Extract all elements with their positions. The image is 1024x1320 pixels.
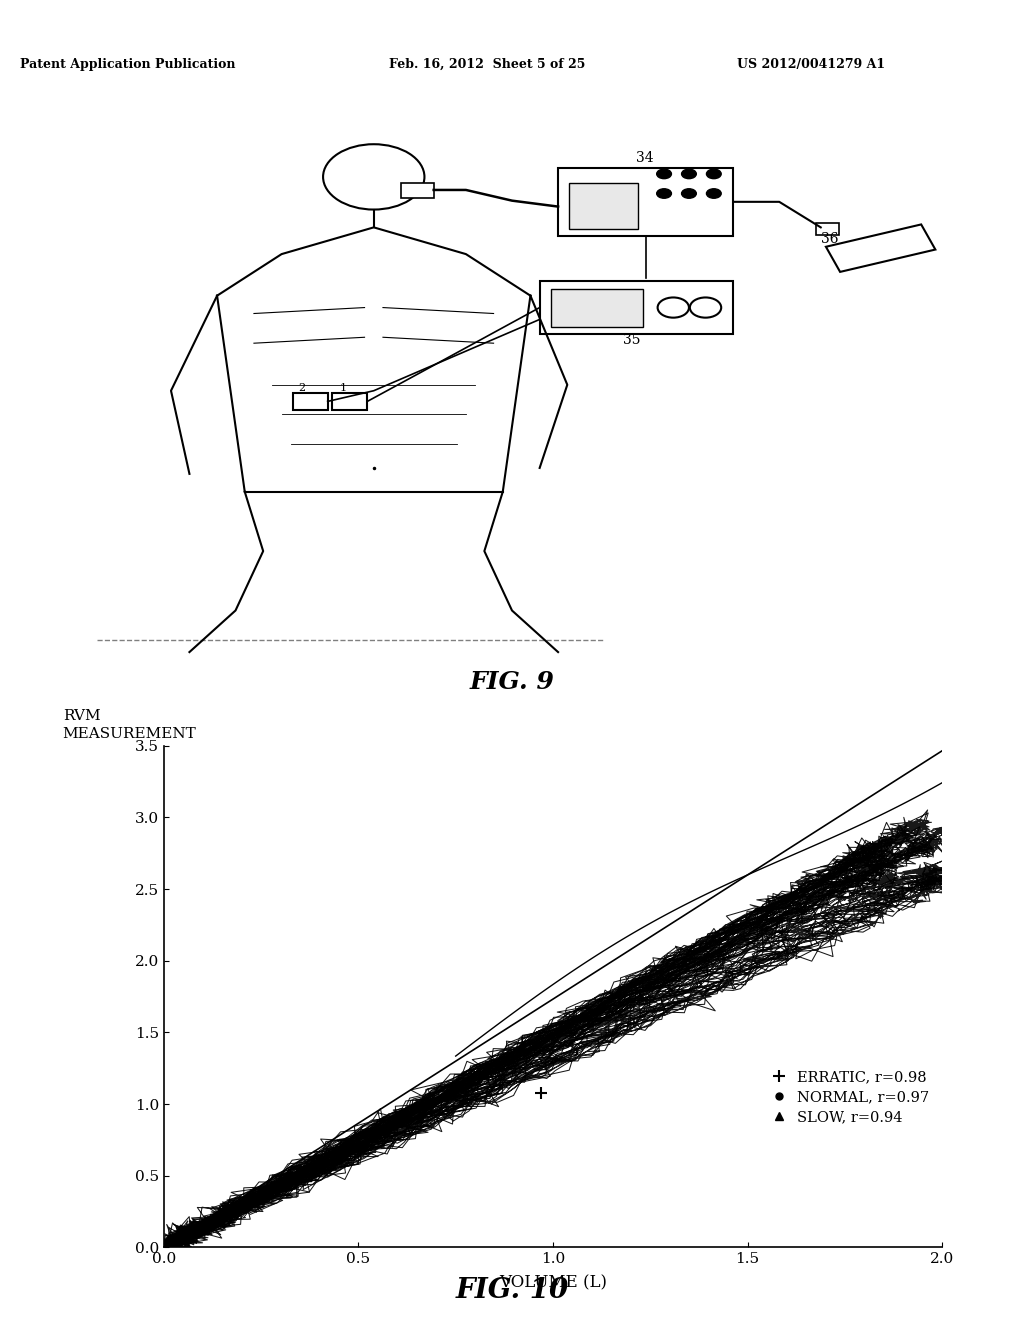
X-axis label: VOLUME (L): VOLUME (L) [499, 1275, 607, 1291]
FancyBboxPatch shape [816, 223, 840, 235]
FancyBboxPatch shape [293, 393, 328, 409]
Text: 2: 2 [298, 383, 305, 393]
Text: 35: 35 [623, 334, 640, 347]
Text: 36: 36 [821, 232, 839, 247]
Text: US 2012/0041279 A1: US 2012/0041279 A1 [737, 58, 886, 71]
Circle shape [656, 189, 672, 198]
Circle shape [707, 169, 721, 178]
Circle shape [682, 189, 696, 198]
Polygon shape [826, 224, 935, 272]
FancyBboxPatch shape [332, 393, 368, 409]
Text: FIG. 9: FIG. 9 [470, 669, 554, 694]
Text: FIG. 10: FIG. 10 [456, 1278, 568, 1304]
FancyBboxPatch shape [558, 168, 733, 236]
Text: Patent Application Publication: Patent Application Publication [20, 58, 236, 71]
Legend: ERRATIC, r=0.98, NORMAL, r=0.97, SLOW, r=0.94: ERRATIC, r=0.98, NORMAL, r=0.97, SLOW, r… [765, 1064, 935, 1130]
Text: 34: 34 [637, 150, 654, 165]
FancyBboxPatch shape [540, 281, 733, 334]
FancyBboxPatch shape [569, 183, 638, 230]
FancyBboxPatch shape [401, 183, 434, 198]
Circle shape [656, 169, 672, 178]
Text: RVM
MEASUREMENT: RVM MEASUREMENT [62, 709, 197, 741]
Text: 1: 1 [340, 383, 347, 393]
Circle shape [682, 169, 696, 178]
Circle shape [707, 189, 721, 198]
FancyBboxPatch shape [551, 289, 643, 327]
Text: Feb. 16, 2012  Sheet 5 of 25: Feb. 16, 2012 Sheet 5 of 25 [389, 58, 586, 71]
